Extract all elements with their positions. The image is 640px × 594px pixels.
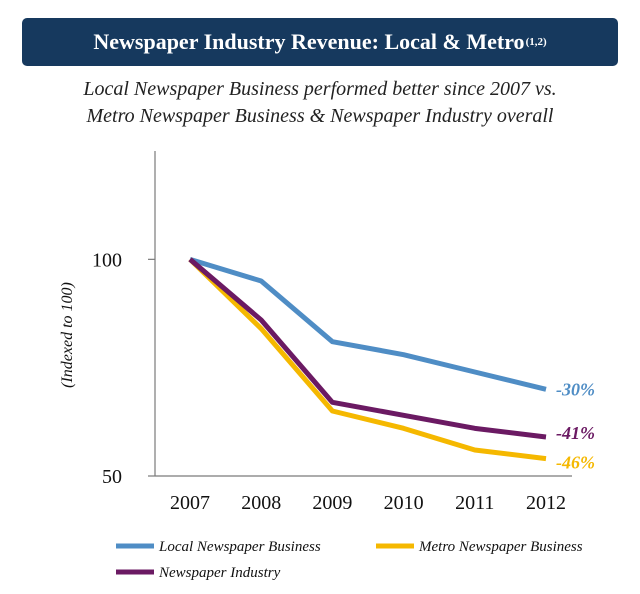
chart-title: Newspaper Industry Revenue: Local & Metr… [93, 29, 525, 54]
end-label-local-newspaper-business: -30% [556, 379, 595, 399]
y-axis-title: (Indexed to 100) [59, 282, 76, 388]
x-tick-label-2009: 2009 [312, 492, 352, 514]
chart-subtitle: Local Newspaper Business performed bette… [0, 76, 640, 130]
x-tick-label-2010: 2010 [384, 492, 424, 514]
legend-label-local-newspaper-business: Local Newspaper Business [158, 539, 321, 555]
series-line-metro-newspaper-business [188, 257, 547, 462]
subtitle-line-2: Metro Newspaper Business & Newspaper Ind… [86, 105, 554, 127]
x-tick-label-2008: 2008 [241, 492, 281, 514]
title-banner: Newspaper Industry Revenue: Local & Metr… [22, 18, 618, 66]
x-tick-label-2012: 2012 [526, 492, 566, 514]
x-tick-label-2007: 2007 [170, 492, 210, 514]
y-tick-label-50: 50 [102, 466, 122, 488]
end-label-newspaper-industry: -41% [556, 423, 595, 443]
legend-label-newspaper-industry: Newspaper Industry [158, 565, 281, 581]
y-tick-label-100: 100 [92, 249, 122, 271]
series-line-local-newspaper-business [189, 256, 547, 392]
subtitle-line-1: Local Newspaper Business performed bette… [83, 78, 557, 100]
series-line-newspaper-industry [188, 257, 547, 440]
x-tick-label-2011: 2011 [455, 492, 494, 514]
end-label-metro-newspaper-business: -46% [556, 453, 595, 473]
legend-label-metro-newspaper-business: Metro Newspaper Business [418, 539, 583, 555]
title-footnote: (1,2) [525, 36, 547, 48]
